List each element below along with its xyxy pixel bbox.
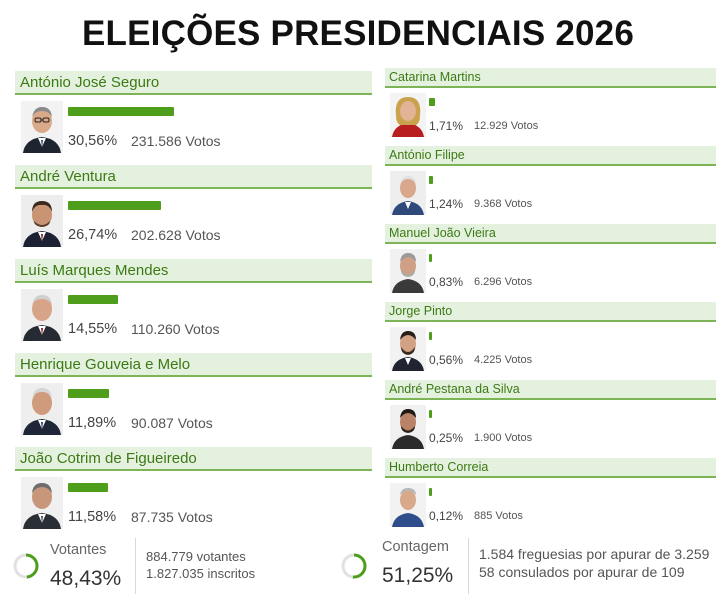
candidate-name: Humberto Correia (385, 458, 716, 478)
candidate-name: João Cotrim de Figueiredo (15, 447, 372, 471)
candidate-percentage: 0,83% (429, 275, 464, 289)
candidate-percentage: 11,89% (68, 415, 117, 431)
candidate-avatar (390, 249, 426, 293)
percentage-bar (429, 488, 432, 496)
percentage-bar (68, 295, 119, 304)
parishes-remaining: 1.584 freguesias por apurar de 3.259 (479, 546, 710, 562)
count-percentage: 51,25% (382, 564, 454, 587)
count-summary: Contagem 51,25% 1.584 freguesias por apu… (340, 538, 716, 598)
candidate-percentage: 0,25% (429, 431, 464, 445)
candidate-avatar (21, 383, 63, 435)
turnout-summary: Votantes 48,43% 884.779 votantes 1.827.0… (12, 538, 372, 598)
candidate-name: André Ventura (15, 165, 372, 189)
percentage-bar (429, 410, 432, 418)
candidate-avatar (390, 405, 426, 449)
percentage-bar (429, 332, 432, 340)
turnout-percentage: 48,43% (50, 567, 122, 590)
candidate-percentage: 0,56% (429, 353, 464, 367)
candidate-percentage: 1,71% (429, 119, 464, 133)
candidate-card: André Pestana da Silva 0,25% 1.900 Votos (385, 380, 716, 458)
candidate-percentage: 11,58% (68, 509, 117, 525)
candidate-votes: 4.225 Votos (474, 354, 533, 366)
count-progress-ring (341, 553, 367, 579)
candidate-percentage: 1,24% (429, 197, 464, 211)
registered-count: 1.827.035 inscritos (146, 566, 256, 581)
candidate-card: Humberto Correia 0,12% 885 Votos (385, 458, 716, 536)
candidate-percentage: 26,74% (68, 227, 118, 243)
candidate-name: Jorge Pinto (385, 302, 716, 322)
candidate-name: Catarina Martins (385, 68, 716, 88)
candidate-percentage: 14,55% (68, 321, 118, 337)
minor-candidates-column: Catarina Martins 1,71% 12.929 Votos Antó… (385, 68, 716, 536)
main-candidates-column: António José Seguro 30,56% 231.586 Votos… (15, 71, 372, 541)
divider (135, 538, 136, 594)
candidate-avatar (390, 93, 426, 137)
candidate-votes: 12.929 Votos (474, 120, 539, 132)
candidate-card: Jorge Pinto 0,56% 4.225 Votos (385, 302, 716, 380)
candidate-card: Luís Marques Mendes 14,55% 110.260 Votos (15, 259, 372, 353)
candidate-avatar (390, 327, 426, 371)
percentage-bar (68, 201, 161, 210)
candidate-votes: 885 Votos (474, 510, 523, 522)
candidate-card: João Cotrim de Figueiredo 11,58% 87.735 … (15, 447, 372, 541)
candidate-card: António Filipe 1,24% 9.368 Votos (385, 146, 716, 224)
candidate-name: Manuel João Vieira (385, 224, 716, 244)
candidate-name: Luís Marques Mendes (15, 259, 372, 283)
page-title: ELEIÇÕES PRESIDENCIAIS 2026 (82, 14, 634, 53)
candidate-card: Catarina Martins 1,71% 12.929 Votos (385, 68, 716, 146)
consulates-remaining: 58 consulados por apurar de 109 (479, 564, 685, 580)
percentage-bar (68, 483, 109, 492)
candidate-avatar (21, 289, 63, 341)
candidate-percentage: 0,12% (429, 509, 464, 523)
candidate-avatar (21, 477, 63, 529)
candidate-avatar (390, 483, 426, 527)
count-label: Contagem (382, 539, 449, 555)
candidate-percentage: 30,56% (68, 133, 118, 149)
candidate-votes: 110.260 Votos (131, 321, 220, 337)
candidate-name: António José Seguro (15, 71, 372, 95)
divider (468, 538, 469, 594)
candidate-name: Henrique Gouveia e Melo (15, 353, 372, 377)
candidate-card: André Ventura 26,74% 202.628 Votos (15, 165, 372, 259)
percentage-bar (429, 176, 434, 184)
candidate-avatar (21, 195, 63, 247)
candidate-votes: 9.368 Votos (474, 198, 533, 210)
candidate-card: António José Seguro 30,56% 231.586 Votos (15, 71, 372, 165)
percentage-bar (68, 107, 174, 116)
candidate-votes: 1.900 Votos (474, 432, 533, 444)
turnout-label: Votantes (50, 542, 107, 558)
percentage-bar (429, 98, 435, 106)
candidate-name: André Pestana da Silva (385, 380, 716, 400)
candidate-avatar (390, 171, 426, 215)
percentage-bar (429, 254, 432, 262)
candidate-avatar (21, 101, 63, 153)
candidate-votes: 202.628 Votos (131, 227, 221, 243)
voters-count: 884.779 votantes (146, 549, 246, 564)
candidate-card: Manuel João Vieira 0,83% 6.296 Votos (385, 224, 716, 302)
candidate-card: Henrique Gouveia e Melo 11,89% 90.087 Vo… (15, 353, 372, 447)
candidate-votes: 87.735 Votos (131, 509, 213, 525)
candidate-votes: 90.087 Votos (131, 415, 213, 431)
candidate-votes: 6.296 Votos (474, 276, 533, 288)
candidate-votes: 231.586 Votos (131, 133, 221, 149)
turnout-progress-ring (13, 553, 39, 579)
candidate-name: António Filipe (385, 146, 716, 166)
percentage-bar (68, 389, 110, 398)
